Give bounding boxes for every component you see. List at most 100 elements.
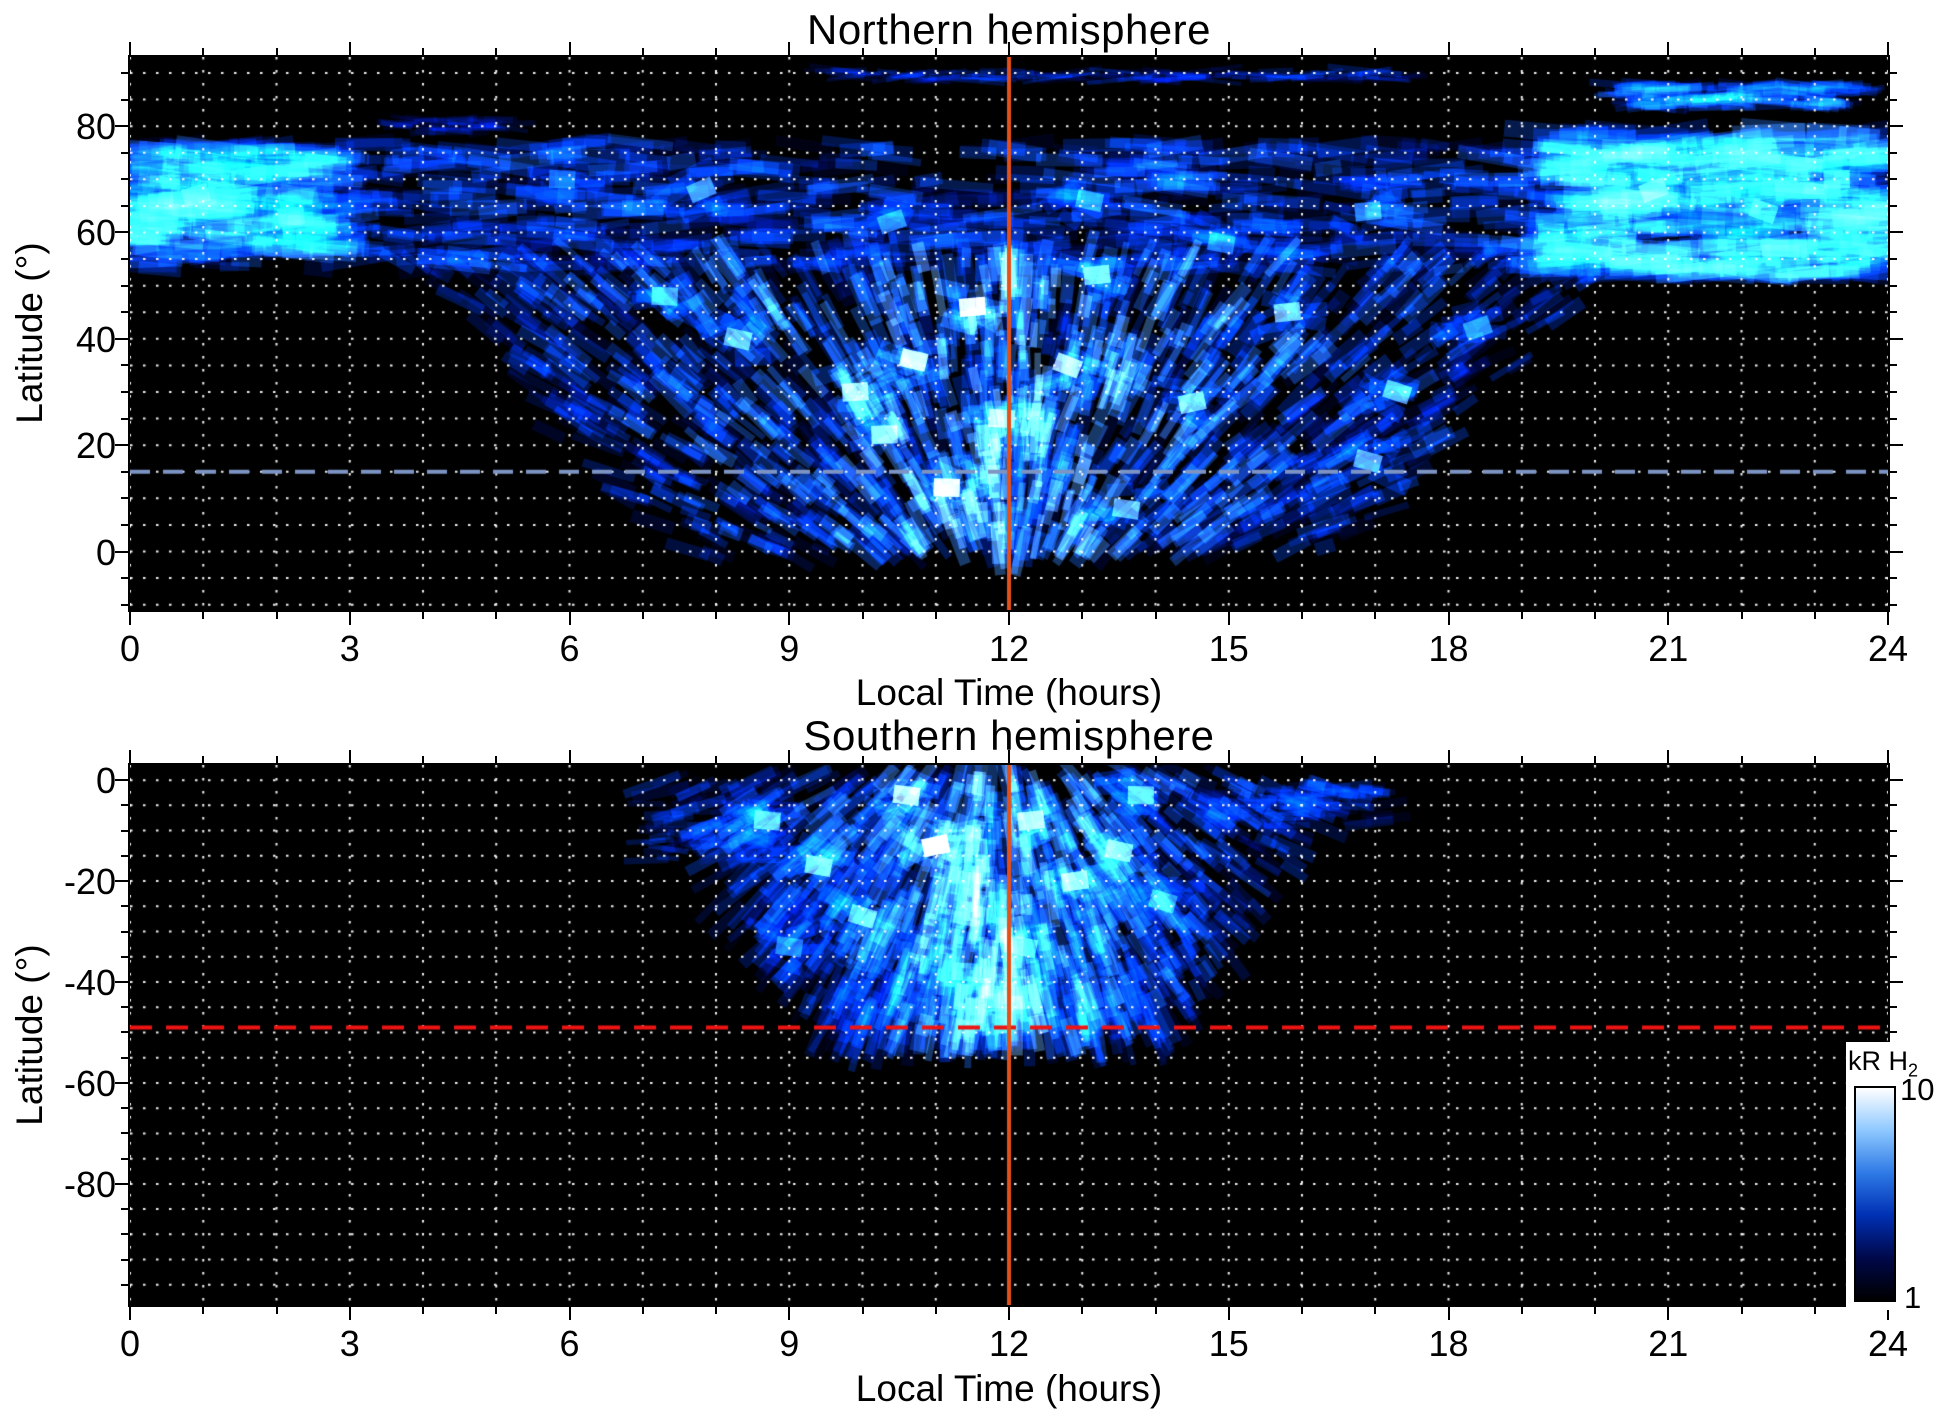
y-tick: [121, 364, 128, 367]
x-tick: [129, 1307, 131, 1320]
y-tick: [121, 905, 128, 908]
x-tick: [1813, 756, 1816, 763]
x-tick: [1301, 612, 1303, 619]
y-tick: [1890, 905, 1897, 908]
y-tick: [121, 71, 128, 74]
y-tick: [121, 311, 128, 314]
x-tick: [568, 42, 571, 55]
x-tick: [1520, 612, 1523, 619]
x-tick: [1301, 756, 1303, 763]
x-tick: [715, 1307, 717, 1314]
y-tick: [1890, 523, 1897, 526]
x-tick: [422, 1307, 424, 1314]
x-tick: [934, 612, 937, 619]
y-tick: [1890, 577, 1897, 580]
x-tick: [715, 612, 717, 619]
x-tick: [1374, 612, 1377, 619]
y-tick: [115, 444, 128, 447]
y-tick: [121, 804, 128, 807]
x-tick-label: 3: [339, 1323, 360, 1364]
x-tick-label: 24: [1867, 628, 1909, 669]
x-tick: [1667, 612, 1670, 625]
x-tick: [275, 612, 278, 619]
x-tick: [788, 750, 791, 763]
x-tick: [348, 612, 351, 625]
x-tick: [934, 756, 937, 763]
x-tick: [1374, 48, 1377, 55]
y-tick: [121, 1208, 128, 1211]
x-tick: [788, 42, 791, 55]
x-tick: [715, 48, 717, 55]
south-x-axis-label: Local Time (hours): [855, 1368, 1163, 1409]
x-tick: [1301, 48, 1303, 55]
y-tick: [115, 125, 128, 128]
y-tick: [121, 930, 128, 933]
y-tick: [115, 981, 128, 983]
y-tick: [115, 231, 128, 234]
x-tick: [495, 612, 498, 619]
y-tick: [115, 779, 128, 782]
x-tick: [1447, 750, 1450, 763]
x-tick: [495, 1307, 498, 1314]
colorbar-title: kR H2: [1848, 1046, 1919, 1081]
x-tick: [1227, 1307, 1230, 1320]
y-tick: [121, 390, 128, 393]
colorbar-min-label: 1: [1904, 1280, 1922, 1315]
x-tick: [422, 612, 424, 619]
x-tick: [1227, 750, 1230, 763]
north-heatmap-panel: [128, 55, 1890, 612]
y-tick: [1890, 497, 1897, 500]
x-tick-label: 6: [559, 628, 580, 669]
y-tick: [1890, 955, 1897, 958]
y-tick: [121, 470, 128, 473]
y-tick-label: -60: [63, 1062, 116, 1104]
south-heatmap-panel: [128, 763, 1890, 1307]
y-tick: [121, 577, 128, 580]
x-tick: [202, 1307, 205, 1314]
x-tick: [1447, 42, 1450, 55]
x-tick: [495, 48, 498, 55]
y-tick: [1890, 337, 1903, 340]
x-tick: [129, 612, 131, 625]
x-tick-label: 15: [1208, 1323, 1249, 1364]
y-tick: [1890, 390, 1897, 393]
y-tick-label: -40: [63, 962, 116, 1003]
x-tick-label: 21: [1648, 1323, 1689, 1364]
y-tick: [1890, 178, 1897, 181]
x-tick-label: 12: [988, 1323, 1030, 1364]
y-tick: [121, 955, 128, 958]
x-tick: [1667, 750, 1670, 763]
y-tick: [121, 1233, 128, 1236]
y-tick: [1890, 981, 1903, 983]
y-tick-label: 0: [95, 531, 116, 573]
y-tick: [121, 204, 128, 207]
y-tick: [121, 1107, 128, 1110]
x-tick-label: 15: [1208, 628, 1249, 669]
x-tick: [1081, 48, 1084, 55]
x-tick-label: 18: [1428, 1323, 1469, 1364]
x-tick: [348, 1307, 351, 1320]
y-tick: [115, 550, 128, 553]
y-tick: [115, 1081, 128, 1084]
x-tick: [934, 48, 937, 55]
x-tick-label: 21: [1648, 628, 1689, 669]
y-tick: [121, 284, 128, 287]
colorbar-gradient: [1854, 1086, 1896, 1302]
y-tick-label: -20: [63, 861, 116, 903]
x-tick: [1301, 1307, 1303, 1314]
y-tick: [1890, 151, 1897, 154]
x-tick: [568, 1307, 571, 1320]
x-tick: [1813, 612, 1816, 619]
x-tick: [641, 1307, 644, 1314]
x-tick: [1447, 1307, 1450, 1320]
x-tick: [1081, 756, 1084, 763]
x-tick: [1740, 1307, 1743, 1314]
x-tick-label: 3: [339, 628, 360, 669]
x-tick: [202, 612, 205, 619]
x-tick: [641, 48, 644, 55]
x-tick: [1740, 756, 1743, 763]
y-tick: [1890, 231, 1903, 234]
y-tick: [121, 497, 128, 500]
y-tick-label: 20: [75, 425, 116, 467]
y-tick: [121, 258, 128, 261]
